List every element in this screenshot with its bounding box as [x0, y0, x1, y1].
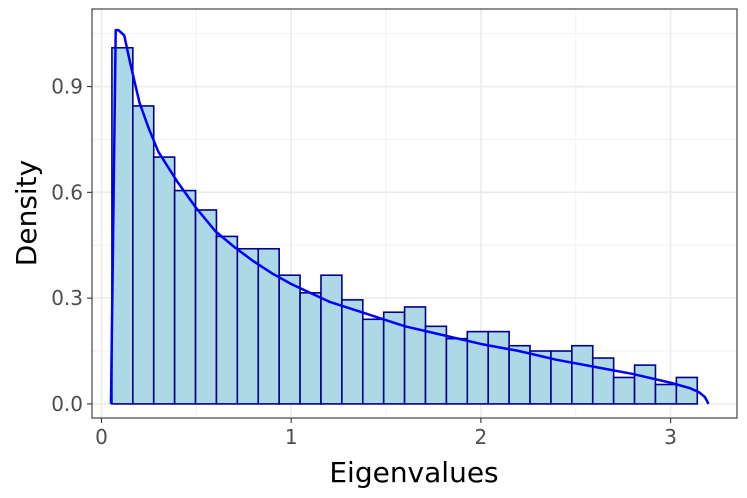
histogram-bar	[194, 209, 218, 405]
histogram-bar	[299, 292, 322, 405]
histogram-bar	[612, 376, 636, 405]
histogram-bar	[654, 383, 678, 405]
histogram-bar	[236, 247, 260, 405]
histogram-bar	[320, 274, 343, 405]
y-tick-label: 0.3	[51, 286, 83, 310]
y-tick-label: 0.9	[51, 75, 83, 99]
x-tick-label: 0	[95, 425, 108, 449]
histogram-bar	[571, 344, 594, 405]
histogram-bar	[424, 325, 448, 405]
histogram-bar	[633, 364, 657, 405]
histogram-bar	[508, 344, 531, 405]
histogram-bar	[278, 274, 301, 405]
x-tick-label: 2	[475, 425, 488, 449]
histogram-bar	[152, 156, 176, 405]
density-curve	[109, 28, 710, 405]
histogram-bar	[173, 189, 197, 405]
x-axis-title: Eigenvalues	[329, 456, 498, 489]
histogram-bar	[132, 105, 155, 405]
histogram-bar	[215, 235, 239, 405]
histogram-bars	[111, 46, 699, 405]
y-tick-label: 0.6	[51, 180, 83, 204]
histogram-bar	[341, 299, 364, 405]
histogram-bar	[361, 318, 385, 405]
y-axis: 0.0 0.3 0.6 0.9	[51, 75, 92, 416]
histogram-bar	[403, 306, 427, 405]
histogram-bar	[445, 337, 469, 405]
panel-border	[91, 8, 738, 419]
histogram-bar	[487, 330, 510, 405]
histogram-bar	[591, 357, 615, 405]
y-axis-title: Density	[10, 160, 43, 266]
x-axis: 0 1 2 3	[95, 418, 677, 449]
x-tick-label: 3	[664, 425, 677, 449]
x-tick-label: 1	[285, 425, 298, 449]
y-tick-label: 0.0	[51, 392, 83, 416]
